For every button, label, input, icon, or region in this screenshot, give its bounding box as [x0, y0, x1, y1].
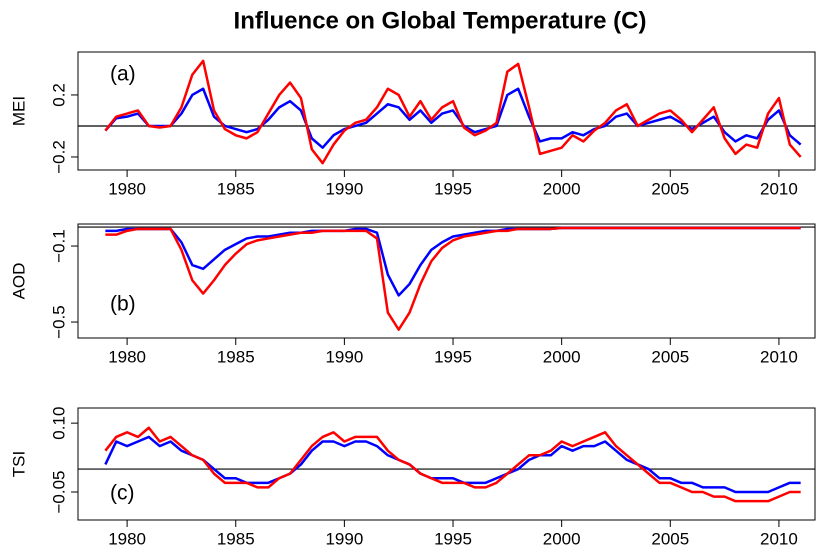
series-line: [104, 87, 802, 149]
y-tick-label: −0.1: [49, 229, 68, 263]
x-tick-label: 1990: [325, 347, 363, 366]
x-tick-label: 2000: [543, 179, 581, 198]
x-tick-label: 2000: [543, 529, 581, 548]
x-tick-label: 1995: [434, 529, 472, 548]
x-tick-label: 1980: [108, 179, 146, 198]
y-tick-label: −0.05: [49, 470, 68, 513]
x-tick-label: 2005: [651, 179, 689, 198]
x-tick-label: 1980: [108, 347, 146, 366]
x-tick-label: 1985: [217, 347, 255, 366]
plot-frame: [77, 407, 816, 521]
x-tick-label: 2005: [651, 529, 689, 548]
panel-annotation: (c): [110, 482, 135, 505]
y-tick-label: 0.2: [49, 83, 68, 107]
plot-frame: [77, 223, 816, 339]
x-tick-label: 1990: [325, 179, 363, 198]
series-line: [104, 435, 801, 494]
chart-title: Influence on Global Temperature (C): [234, 7, 647, 34]
y-axis-label: MEI: [9, 96, 28, 126]
panel-annotation: (b): [110, 293, 136, 316]
plot-frame: [77, 51, 816, 171]
x-tick-label: 1985: [217, 529, 255, 548]
x-tick-label: 1985: [217, 179, 255, 198]
y-axis-label: TSI: [9, 451, 28, 477]
x-tick-label: 2010: [760, 347, 798, 366]
y-tick-label: −0.5: [49, 305, 68, 339]
x-tick-label: 2010: [760, 529, 798, 548]
x-tick-label: 1980: [108, 529, 146, 548]
series-line: [104, 426, 801, 503]
panel-annotation: (a): [110, 63, 136, 86]
x-tick-label: 1995: [434, 179, 472, 198]
x-tick-label: 2000: [543, 347, 581, 366]
x-tick-label: 1995: [434, 347, 472, 366]
y-axis-label: AOD: [9, 263, 28, 300]
x-tick-label: 2005: [651, 347, 689, 366]
series-line: [105, 226, 801, 331]
x-tick-label: 1990: [325, 529, 363, 548]
y-tick-label: 0.10: [49, 407, 68, 440]
x-tick-label: 2010: [760, 179, 798, 198]
y-tick-label: −0.2: [49, 140, 68, 174]
series-line: [104, 59, 802, 165]
